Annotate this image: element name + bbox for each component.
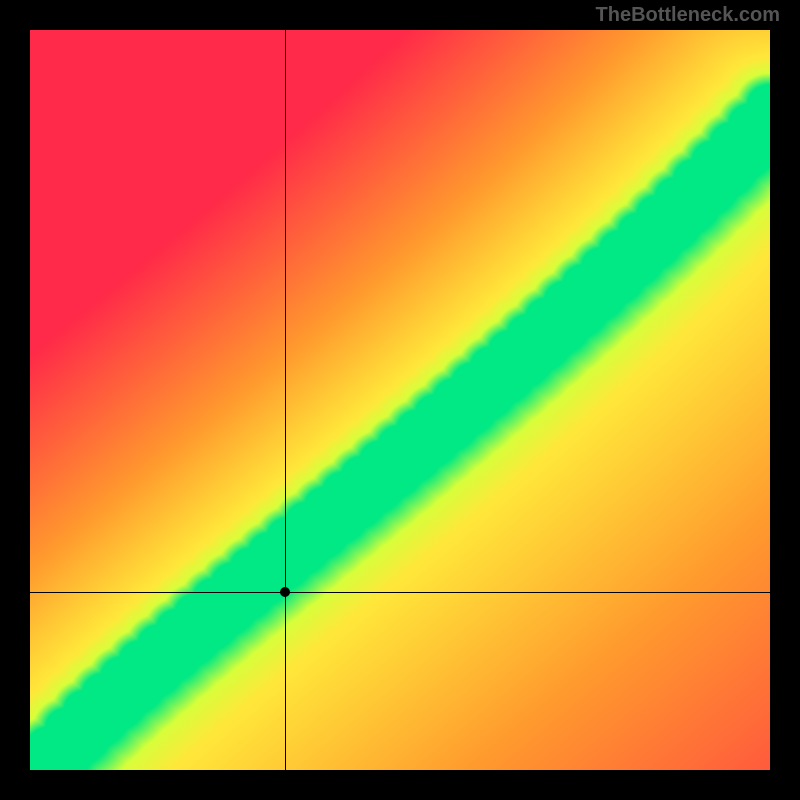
crosshair-horizontal [30, 592, 770, 593]
crosshair-vertical [285, 30, 286, 770]
watermark-text: TheBottleneck.com [596, 4, 780, 27]
heatmap-canvas [30, 30, 770, 770]
heatmap-plot [30, 30, 770, 770]
selected-point-marker [280, 587, 290, 597]
